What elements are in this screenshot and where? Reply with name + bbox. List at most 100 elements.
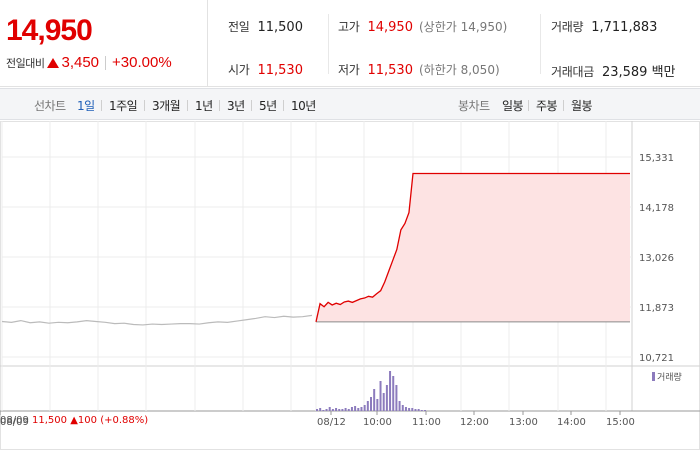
footer-pct: (+0.88%): [100, 415, 149, 426]
stat-label: 거래량: [551, 20, 584, 34]
stat-volume: 거래량 1,711,883: [551, 18, 657, 35]
change-row: 전일대비 3,450 +30.00%: [6, 54, 172, 71]
footer-date: 08/09: [0, 415, 29, 426]
tab-3m[interactable]: 3개월: [152, 99, 181, 113]
change-label: 전일대비: [6, 56, 45, 70]
y-tick-label: 10,721: [639, 353, 674, 364]
tab-10y[interactable]: 10년: [291, 99, 316, 113]
tab-5y[interactable]: 5년: [259, 99, 277, 113]
volume-bar: [316, 409, 318, 411]
price-chart[interactable]: 15,331 14,178 13,026 11,873 10,721 08/09 08/12…: [0, 121, 700, 450]
stat-value: 1,711,883: [591, 20, 658, 35]
volume-bar: [408, 408, 411, 411]
volume-bar: [379, 381, 382, 411]
tab-daily-candle[interactable]: 일봉: [502, 99, 524, 113]
stat-label: 시가: [228, 63, 250, 77]
tab-monthly-candle[interactable]: 월봉: [571, 99, 593, 113]
upper-limit: (상한가 14,950): [418, 20, 508, 34]
volume-bar: [420, 410, 423, 411]
x-tick-label: 13:00: [509, 417, 538, 428]
volume-bar: [376, 399, 379, 411]
today-area-fill: [316, 173, 630, 322]
stat-label: 거래대금: [551, 65, 594, 79]
volume-bar: [385, 385, 388, 411]
tab-1w[interactable]: 1주일: [109, 99, 138, 113]
volume-bar: [328, 407, 331, 411]
footer-up-icon: ▲: [70, 415, 78, 426]
tab-1d[interactable]: 1일: [77, 99, 95, 113]
price-chart-svg: 15,331 14,178 13,026 11,873 10,721 08/09 08/12…: [0, 121, 700, 450]
volume-bar: [338, 409, 341, 411]
line-chart-header: 선차트: [34, 99, 66, 113]
volume-swatch: [652, 372, 655, 381]
volume-bar: [357, 408, 360, 411]
volume-legend: 거래량: [652, 370, 682, 383]
candle-chart-header: 봉차트: [458, 99, 490, 113]
volume-bar: [411, 408, 414, 411]
stat-value: 23,589 백만: [601, 65, 676, 80]
volume-bar: [319, 408, 322, 411]
divider: [540, 14, 541, 74]
volume-bar: [395, 385, 398, 411]
volume-bar: [417, 409, 420, 411]
volume-legend-label: 거래량: [657, 373, 682, 383]
stat-label: 고가: [338, 20, 360, 34]
volume-bar: [360, 407, 363, 411]
x-tick-label: 08/12: [317, 417, 346, 428]
volume-bar: [370, 397, 372, 411]
y-tick-label: 15,331: [639, 153, 674, 164]
stat-label: 저가: [338, 63, 360, 77]
x-tick-label: 14:00: [557, 417, 586, 428]
volume-bar: [414, 409, 417, 411]
change-percent: +30.00%: [112, 54, 172, 71]
stat-open: 시가 11,530: [228, 61, 303, 78]
x-tick-label: 10:00: [363, 417, 392, 428]
volume-bar: [322, 410, 325, 411]
tab-weekly-candle[interactable]: 주봉: [536, 99, 558, 113]
divider: [563, 100, 564, 111]
volume-bar: [335, 408, 338, 411]
stat-value: 11,500: [257, 20, 303, 35]
volume-bar: [366, 401, 369, 411]
divider: [328, 14, 329, 74]
volume-bar: [382, 393, 385, 411]
prev-day-info: 08/09 11,500 ▲100 (+0.88%): [0, 415, 148, 426]
volume-bar: [347, 409, 350, 411]
x-tick-label: 15:00: [606, 417, 635, 428]
volume-bar: [404, 407, 407, 411]
stat-value: 11,530: [257, 63, 303, 78]
stat-trade-value: 거래대금 23,589 백만: [551, 61, 676, 80]
volume-bar: [344, 408, 347, 411]
price-box: 14,950 전일대비 3,450 +30.00%: [0, 0, 208, 87]
tab-3y[interactable]: 3년: [227, 99, 245, 113]
up-arrow-icon: [47, 57, 60, 68]
volume-bar: [373, 389, 376, 411]
stat-value: 14,950: [367, 20, 413, 35]
stock-summary: 14,950 전일대비 3,450 +30.00% 전일 11,500 시가 1…: [0, 0, 700, 87]
y-tick-label: 13,026: [639, 253, 674, 264]
volume-bar: [401, 405, 404, 411]
chart-period-tabs: 선차트 1일 1주일 3개월 1년 3년 5년 10년 봉차트 일봉 주봉 월봉: [0, 88, 700, 120]
footer-close: 11,500: [32, 415, 68, 426]
divider: [101, 100, 102, 111]
divider: [105, 55, 107, 70]
previous-day-line: [1, 314, 313, 326]
lower-limit: (하한가 8,050): [418, 63, 500, 77]
stat-label: 전일: [228, 20, 250, 34]
divider: [144, 100, 145, 111]
volume-bar: [389, 371, 392, 411]
y-tick-label: 14,178: [639, 203, 674, 214]
volume-bar: [325, 409, 328, 411]
today-price-line: [315, 172, 630, 323]
volume-bar: [424, 410, 426, 411]
divider: [251, 100, 252, 111]
current-price: 14,950: [6, 14, 93, 47]
tab-1y[interactable]: 1년: [195, 99, 213, 113]
stat-prev-close: 전일 11,500: [228, 18, 303, 35]
y-tick-label: 11,873: [639, 303, 674, 314]
volume-bar: [354, 406, 357, 411]
x-tick-label: 11:00: [412, 417, 441, 428]
stat-high: 고가 14,950 (상한가 14,950): [338, 18, 507, 35]
volume-bar: [392, 376, 395, 411]
change-amount: 3,450: [61, 54, 100, 71]
